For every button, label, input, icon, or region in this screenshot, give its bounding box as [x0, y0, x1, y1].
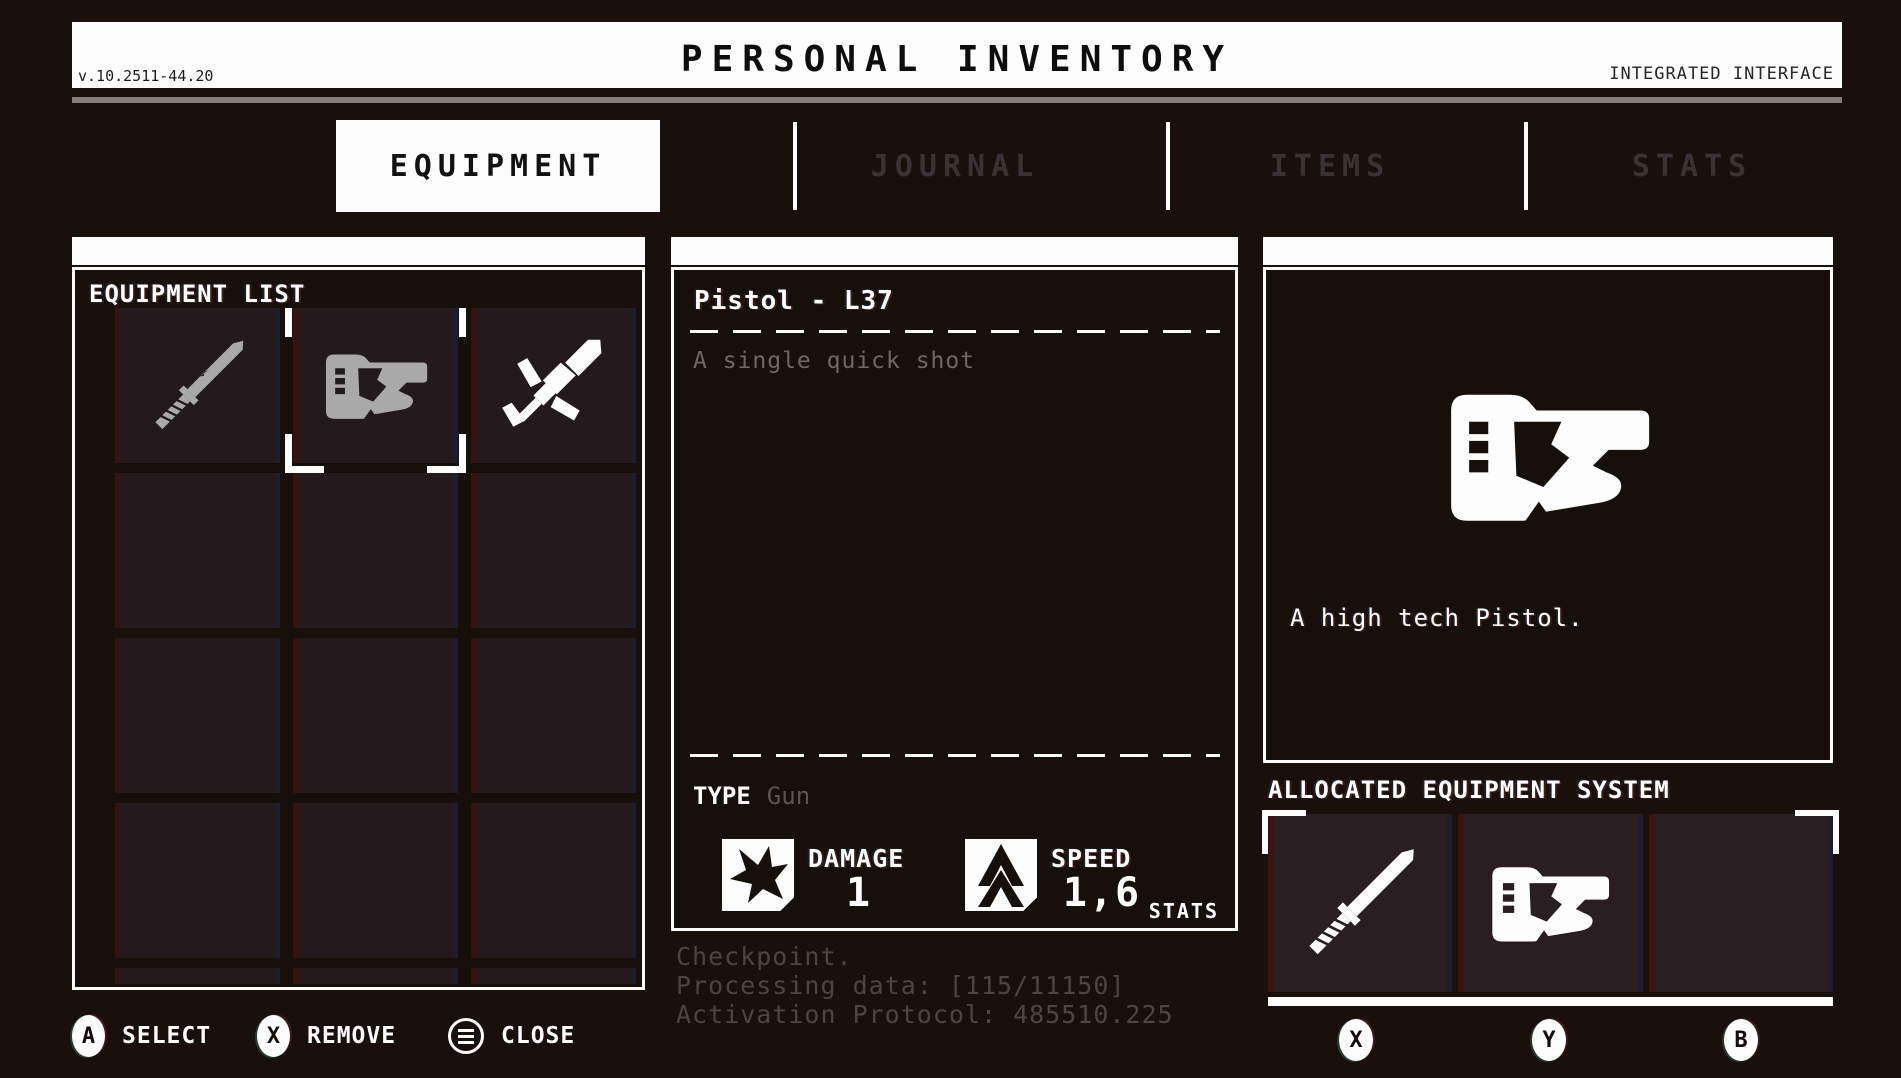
detail-panel-topbar [671, 237, 1238, 265]
dashed-divider [690, 330, 1220, 333]
damage-label: DAMAGE [808, 844, 905, 873]
remove-label: REMOVE [307, 1023, 397, 1049]
tab-separator [1524, 122, 1528, 210]
x-button-icon: X [257, 1015, 290, 1057]
page-title: PERSONAL INVENTORY [680, 39, 1234, 80]
header-underline [72, 97, 1842, 103]
item-preview-panel: A high tech Pistol. [1263, 267, 1833, 763]
equipment-panel-topbar [72, 237, 645, 265]
sword-icon [501, 339, 601, 427]
allocated-divider [1268, 997, 1833, 1006]
speed-chevron-icon [965, 839, 1037, 911]
select-label: SELECT [122, 1023, 212, 1049]
katana-icon [154, 340, 243, 429]
slot-bracket [1795, 810, 1839, 854]
equipment-cell-empty[interactable] [293, 638, 458, 793]
speed-label: SPEED [1051, 844, 1132, 873]
pad-button-y[interactable]: Y [1532, 1019, 1566, 1061]
equipment-list-panel: EQUIPMENT LIST [72, 267, 645, 990]
item-detail-panel: Pistol - L37 A single quick shot TYPE Gun… [671, 267, 1238, 931]
stats-corner-label: STATS [1148, 899, 1219, 923]
tab-separator [793, 122, 797, 210]
equipment-cell-empty[interactable] [293, 968, 458, 984]
equipment-list-title: EQUIPMENT LIST [89, 280, 306, 308]
selection-bracket [427, 434, 466, 473]
pistol-icon [1487, 863, 1614, 943]
selection-bracket [427, 308, 466, 337]
equipment-cell-empty[interactable] [115, 968, 280, 984]
pistol-icon [320, 351, 431, 420]
katana-icon [1309, 849, 1414, 955]
close-action[interactable]: CLOSE [448, 1014, 575, 1058]
equipment-cell-empty[interactable] [115, 803, 280, 958]
equipment-cell-empty[interactable] [115, 473, 280, 628]
allocated-title: ALLOCATED EQUIPMENT SYSTEM [1268, 776, 1670, 804]
preview-panel-topbar [1263, 237, 1833, 265]
status-line: Activation Protocol: 485510.225 [676, 1000, 1174, 1029]
status-line: Processing data: [115/11150] [676, 971, 1126, 1000]
equipment-cell-empty[interactable] [471, 803, 636, 958]
item-name: Pistol - L37 [694, 286, 894, 316]
equipment-cell-empty[interactable] [115, 638, 280, 793]
allocated-slot-empty[interactable] [1648, 814, 1833, 992]
status-text: Checkpoint. Processing data: [115/11150]… [676, 942, 1174, 1029]
selection-bracket [285, 308, 324, 337]
slot-bracket [1262, 810, 1306, 854]
damage-burst-icon [722, 839, 794, 911]
equipment-cell-pistol-selected[interactable] [285, 308, 466, 473]
equipment-cell-empty[interactable] [471, 638, 636, 793]
header-bar: v.10.2511-44.20 PERSONAL INVENTORY INTEG… [72, 22, 1842, 88]
equipment-cell-empty[interactable] [293, 473, 458, 628]
type-label: TYPE [693, 782, 751, 810]
select-action[interactable]: A SELECT [72, 1014, 211, 1058]
remove-action[interactable]: X REMOVE [257, 1014, 396, 1058]
version-label: v.10.2511-44.20 [78, 67, 214, 85]
pistol-icon-large [1442, 388, 1656, 527]
equipment-grid [115, 308, 636, 984]
equipment-cell-sword[interactable] [471, 308, 636, 463]
pad-button-x[interactable]: X [1339, 1019, 1373, 1061]
pad-button-b[interactable]: B [1724, 1019, 1758, 1061]
type-value: Gun [766, 782, 811, 810]
preview-description: A high tech Pistol. [1290, 604, 1584, 632]
speed-value: 1,6 [1062, 870, 1142, 916]
tab-journal[interactable]: JOURNAL [870, 148, 1040, 184]
interface-label: INTEGRATED INTERFACE [1609, 64, 1834, 84]
a-button-icon: A [72, 1015, 105, 1057]
damage-value: 1 [845, 870, 873, 916]
allocated-slot-katana[interactable] [1268, 814, 1453, 992]
equipment-cell-empty[interactable] [293, 803, 458, 958]
tab-stats[interactable]: STATS [1631, 148, 1753, 184]
status-line: Checkpoint. [676, 942, 853, 971]
close-label: CLOSE [501, 1023, 576, 1049]
selection-bracket [285, 434, 324, 473]
equipment-cell-katana[interactable] [115, 308, 280, 463]
menu-icon [448, 1018, 484, 1054]
type-row: TYPE Gun [693, 782, 810, 810]
dashed-divider [690, 754, 1220, 757]
equipment-cell-empty[interactable] [471, 473, 636, 628]
equipment-cell-empty[interactable] [471, 968, 636, 984]
item-short-description: A single quick shot [693, 348, 976, 374]
allocated-slot-pistol[interactable] [1458, 814, 1643, 992]
tab-items[interactable]: ITEMS [1269, 148, 1391, 184]
tab-separator [1166, 122, 1170, 210]
tab-equipment[interactable]: EQUIPMENT [336, 120, 660, 212]
allocated-slots [1268, 814, 1833, 992]
